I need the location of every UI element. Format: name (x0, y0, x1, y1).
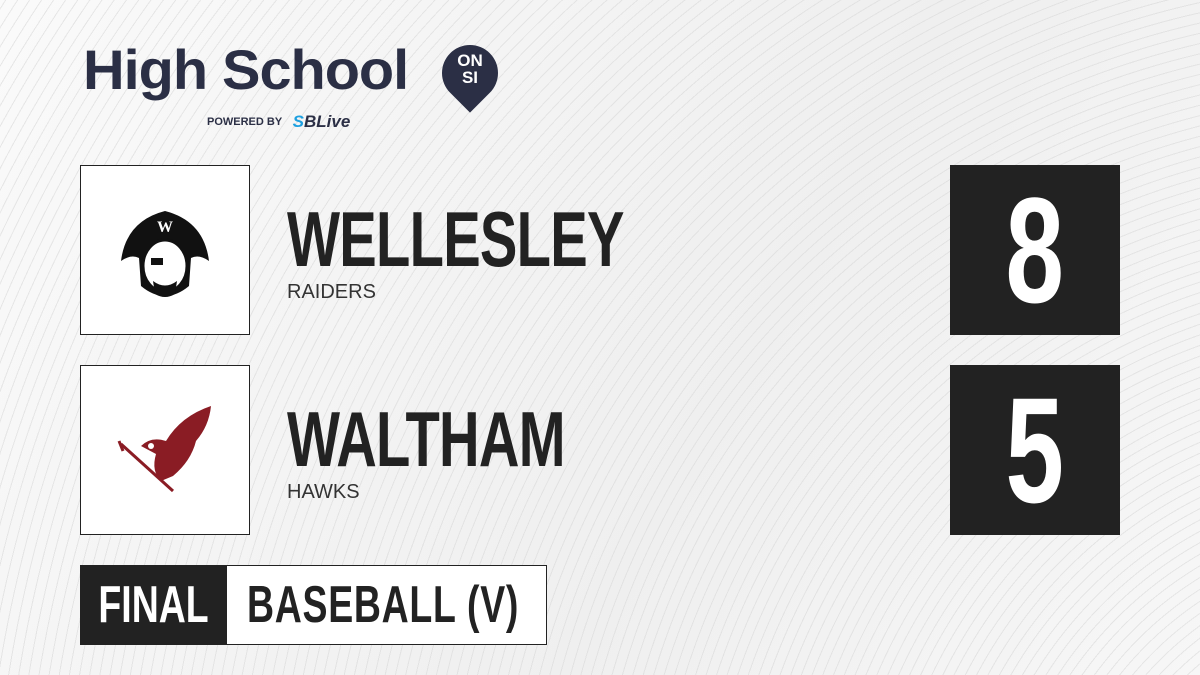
final-badge: FINAL (81, 566, 227, 644)
brand-logo: High School ON SI POWERED BY SBLive (83, 33, 510, 131)
team-name: WALTHAM (287, 395, 565, 483)
partner-s: S (292, 112, 304, 131)
badge-top: ON (457, 51, 483, 70)
score-value: 5 (1005, 366, 1065, 534)
team-nickname: HAWKS (287, 481, 360, 503)
svg-text:W: W (157, 219, 173, 236)
team-name: WELLESLEY (287, 195, 624, 283)
powered-by-label: POWERED BY (207, 116, 283, 128)
team-score: 8 (950, 165, 1120, 335)
hawk-icon (117, 406, 211, 493)
sport-label-box: BASEBALL (V) (227, 566, 625, 644)
brand-title: High School (83, 38, 409, 101)
game-status-bar: FINAL BASEBALL (V) (80, 565, 547, 645)
status-label: FINAL (98, 576, 210, 634)
team-logo-wellesley: W (80, 165, 250, 335)
pirate-icon: W (121, 211, 209, 297)
powered-by: POWERED BY SBLive (207, 112, 350, 132)
team-nickname: RAIDERS (287, 281, 376, 303)
team-score: 5 (950, 365, 1120, 535)
badge-bottom: SI (461, 68, 479, 87)
partner-logo: SBLive (293, 112, 351, 131)
score-value: 8 (1005, 166, 1065, 334)
team-logo-waltham (80, 365, 250, 535)
brand-badge: ON SI (442, 52, 498, 86)
partner-name: BLive (303, 112, 351, 131)
sport-label: BASEBALL (V) (247, 576, 520, 634)
